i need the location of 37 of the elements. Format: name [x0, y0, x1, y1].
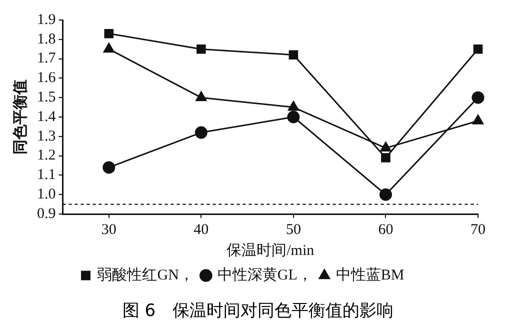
y-tick-label: 0.9 — [37, 206, 56, 222]
point — [379, 188, 392, 201]
point — [472, 114, 484, 124]
x-tick-label: 40 — [194, 222, 209, 238]
point — [103, 42, 114, 53]
y-tick-label: 1.9 — [37, 12, 56, 28]
text: 图 6 保温时间对同色平衡值的影响 — [121, 300, 395, 322]
point — [102, 161, 116, 174]
legend-label: 中性深黄GL， — [217, 266, 312, 284]
legend-label: 弱酸性红GN， — [97, 266, 194, 284]
point — [472, 91, 484, 104]
point — [381, 153, 390, 162]
x-tick-label: 50 — [286, 222, 301, 238]
x-tick-label: 70 — [470, 222, 486, 238]
point — [288, 101, 299, 111]
y-tick-label: 1.5 — [37, 90, 56, 106]
point — [473, 44, 483, 54]
y-tick-label: 1.2 — [37, 148, 56, 164]
x-tick-label: 30 — [101, 222, 116, 238]
y-tick-label: 1.3 — [37, 128, 56, 144]
point — [196, 91, 207, 102]
y-tick-label: 1.0 — [37, 186, 56, 203]
y-tick-label: 1.6 — [37, 70, 56, 86]
x-tick-label: 60 — [378, 222, 394, 238]
point — [287, 110, 300, 124]
y-tick-label: 1.7 — [37, 50, 56, 67]
point — [196, 44, 206, 54]
point — [194, 126, 208, 139]
y-tick-label: 1.4 — [37, 108, 56, 125]
legend-label: 中性蓝BM — [336, 266, 404, 284]
y-axis-title: 同色平衡值 — [12, 80, 29, 154]
point — [288, 50, 298, 60]
y-tick-label: 1.1 — [37, 167, 56, 184]
point — [380, 142, 392, 152]
y-tick-label: 1.8 — [37, 31, 56, 48]
x-axis-title: 保温时间/min — [226, 242, 315, 259]
point — [104, 28, 114, 38]
